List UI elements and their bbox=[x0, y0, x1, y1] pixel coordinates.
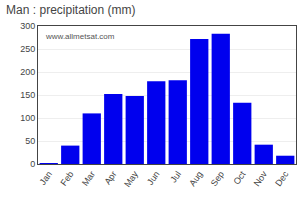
svg-text:Apr: Apr bbox=[102, 169, 118, 186]
svg-text:100: 100 bbox=[20, 113, 35, 123]
svg-text:Sep: Sep bbox=[209, 169, 226, 188]
svg-text:Nov: Nov bbox=[252, 169, 270, 188]
svg-text:Feb: Feb bbox=[58, 169, 75, 187]
svg-text:Jun: Jun bbox=[145, 169, 162, 187]
svg-text:Jan: Jan bbox=[38, 169, 55, 187]
svg-text:Oct: Oct bbox=[231, 169, 248, 187]
svg-text:250: 250 bbox=[20, 44, 35, 54]
svg-text:May: May bbox=[122, 169, 140, 189]
svg-text:Jul: Jul bbox=[168, 169, 183, 184]
svg-text:Dec: Dec bbox=[273, 169, 291, 188]
svg-text:Mar: Mar bbox=[80, 169, 97, 187]
svg-text:0: 0 bbox=[30, 159, 35, 169]
svg-text:Aug: Aug bbox=[187, 169, 204, 188]
svg-text:50: 50 bbox=[25, 136, 35, 146]
svg-text:150: 150 bbox=[20, 90, 35, 100]
svg-text:200: 200 bbox=[20, 67, 35, 77]
svg-text:300: 300 bbox=[20, 21, 35, 31]
svg-text:Man : precipitation (mm): Man : precipitation (mm) bbox=[6, 3, 135, 17]
svg-text:www.allmetsat.com: www.allmetsat.com bbox=[45, 32, 115, 41]
